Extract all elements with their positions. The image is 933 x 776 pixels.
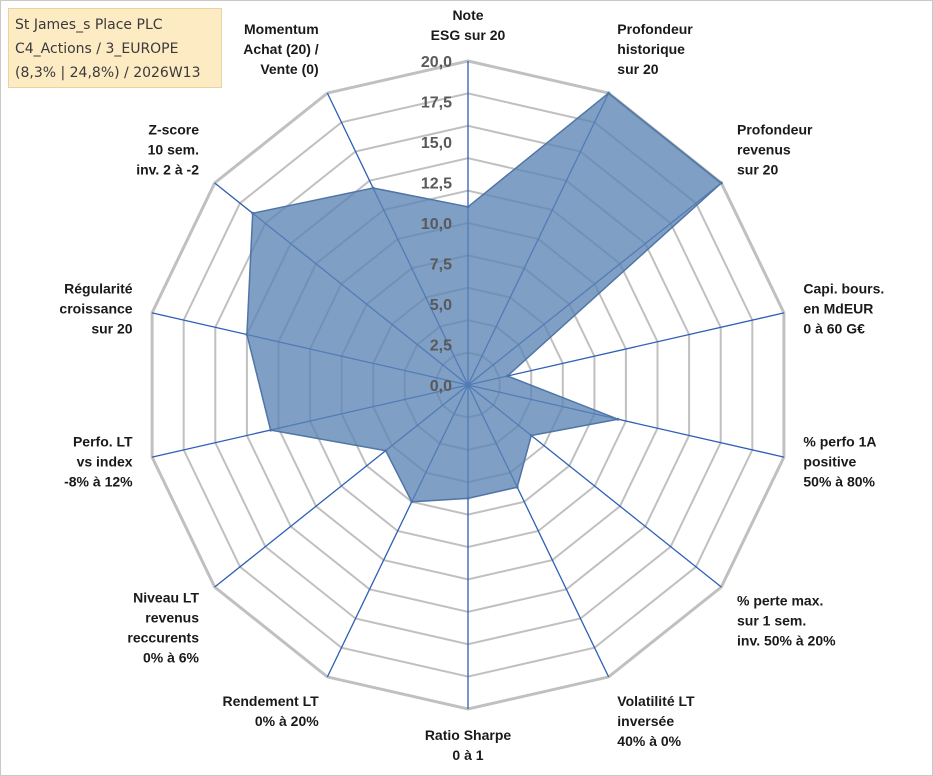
axis-label-12-line-2: croissance xyxy=(59,301,132,317)
axis-label-6-line-3: inv. 50% à 20% xyxy=(737,633,836,649)
axis-label-9-line-1: Rendement LT xyxy=(222,693,319,709)
axis-label-5-line-3: 50% à 80% xyxy=(803,474,875,490)
axis-label-7-line-1: Volatilité LT xyxy=(617,693,695,709)
axis-label-8: Ratio Sharpe 0 à 1 xyxy=(425,727,512,763)
axis-label-12-line-1: Régularité xyxy=(64,281,133,297)
axis-label-11-line-1: Perfo. LT xyxy=(73,434,133,450)
axis-label-1-line-1: Note xyxy=(452,7,483,23)
axis-label-13-line-2: 10 sem. xyxy=(148,142,199,158)
axis-label-2-line-2: historique xyxy=(617,41,685,57)
data-point-4 xyxy=(506,374,509,378)
axis-label-13-line-1: Z-score xyxy=(148,122,199,138)
info-box: St James_s Place PLC C4_Actions / 3_EURO… xyxy=(8,8,222,88)
data-point-10 xyxy=(384,449,388,453)
data-point-11 xyxy=(269,428,273,432)
axis-label-14-line-3: Vente (0) xyxy=(260,61,318,77)
data-series-area xyxy=(246,92,723,503)
axis-label-13-line-3: inv. 2 à -2 xyxy=(136,162,199,178)
axis-label-2: Profondeur historique sur 20 xyxy=(617,21,693,77)
data-point-14 xyxy=(371,186,375,190)
info-category: C4_Actions / 3_EUROPE xyxy=(15,41,179,57)
axis-label-5-line-2: positive xyxy=(803,454,856,470)
axis-label-2-line-1: Profondeur xyxy=(617,21,693,37)
axis-label-12-line-3: sur 20 xyxy=(91,321,132,337)
axis-label-4-line-3: 0 à 60 G€ xyxy=(803,321,865,337)
axis-label-13: Z-score 10 sem. inv. 2 à -2 xyxy=(136,122,199,178)
tick-label-2: 5,0 xyxy=(430,297,452,314)
axis-label-7-line-2: inversée xyxy=(617,713,674,729)
data-point-9 xyxy=(410,500,414,504)
tick-label-1: 2,5 xyxy=(430,338,452,355)
tick-label-5: 12,5 xyxy=(421,176,452,193)
axis-label-8-line-1: Ratio Sharpe xyxy=(425,727,512,743)
axis-label-7-line-3: 40% à 0% xyxy=(617,733,681,749)
tick-label-4: 10,0 xyxy=(421,216,452,233)
data-point-2 xyxy=(607,91,611,95)
axis-label-5-line-1: % perfo 1A xyxy=(803,434,876,450)
data-point-6 xyxy=(529,434,533,437)
data-point-5 xyxy=(616,417,620,421)
axis-label-3-line-2: revenus xyxy=(737,142,791,158)
axis-label-14-line-2: Achat (20) / xyxy=(243,41,319,57)
axis-label-6-line-2: sur 1 sem. xyxy=(737,613,806,629)
axis-label-10-line-2: revenus xyxy=(145,610,199,626)
data-point-12 xyxy=(245,333,249,336)
data-point-7 xyxy=(515,485,519,489)
axis-label-14: Momentum Achat (20) / Vente (0) xyxy=(243,21,319,77)
tick-label-8: 20,0 xyxy=(421,54,452,71)
axis-label-8-line-2: 0 à 1 xyxy=(452,747,483,763)
axis-label-6-line-1: % perte max. xyxy=(737,593,823,609)
axis-label-11: Perfo. LT vs index -8% à 12% xyxy=(64,434,133,490)
axis-label-10-line-3: reccurents xyxy=(127,630,199,646)
axis-label-12: Régularité croissance sur 20 xyxy=(59,281,132,337)
tick-label-3: 7,5 xyxy=(430,257,452,274)
info-company: St James_s Place PLC xyxy=(15,17,163,33)
axis-label-10-line-1: Niveau LT xyxy=(133,590,199,606)
data-point-8 xyxy=(466,496,470,500)
axis-label-14-line-1: Momentum xyxy=(244,21,319,37)
axis-label-11-line-3: -8% à 12% xyxy=(64,474,133,490)
axis-label-9-line-2: 0% à 20% xyxy=(255,713,319,729)
axis-label-4: Capi. bours. en MdEUR 0 à 60 G€ xyxy=(803,281,884,337)
data-point-13 xyxy=(251,211,255,215)
info-period: (8,3% | 24,8%) / 2026W13 xyxy=(15,65,201,81)
axis-label-4-line-1: Capi. bours. xyxy=(803,281,884,297)
axis-label-6: % perte max. sur 1 sem. inv. 50% à 20% xyxy=(737,593,836,649)
axis-label-3-line-1: Profondeur xyxy=(737,122,813,138)
axis-label-10-line-4: 0% à 6% xyxy=(143,650,200,666)
axis-label-11-line-2: vs index xyxy=(77,454,133,470)
data-point-3 xyxy=(719,181,723,185)
tick-label-7: 17,5 xyxy=(421,95,452,112)
tick-label-0: 0,0 xyxy=(430,378,452,395)
axis-line-4 xyxy=(467,312,785,386)
axis-label-3-line-3: sur 20 xyxy=(737,162,778,178)
axis-label-9: Rendement LT 0% à 20% xyxy=(222,693,319,729)
axis-label-3: Profondeur revenus sur 20 xyxy=(737,122,813,178)
axis-label-10: Niveau LT revenus reccurents 0% à 6% xyxy=(127,590,199,666)
data-point-1 xyxy=(466,205,470,209)
axis-label-4-line-2: en MdEUR xyxy=(803,301,873,317)
tick-label-6: 15,0 xyxy=(421,135,452,152)
axis-label-5: % perfo 1A positive 50% à 80% xyxy=(803,434,876,490)
axis-label-1: Note ESG sur 20 xyxy=(431,7,506,43)
axis-label-2-line-3: sur 20 xyxy=(617,61,658,77)
axis-label-1-line-2: ESG sur 20 xyxy=(431,27,506,43)
axis-label-7: Volatilité LT inversée 40% à 0% xyxy=(617,693,695,749)
